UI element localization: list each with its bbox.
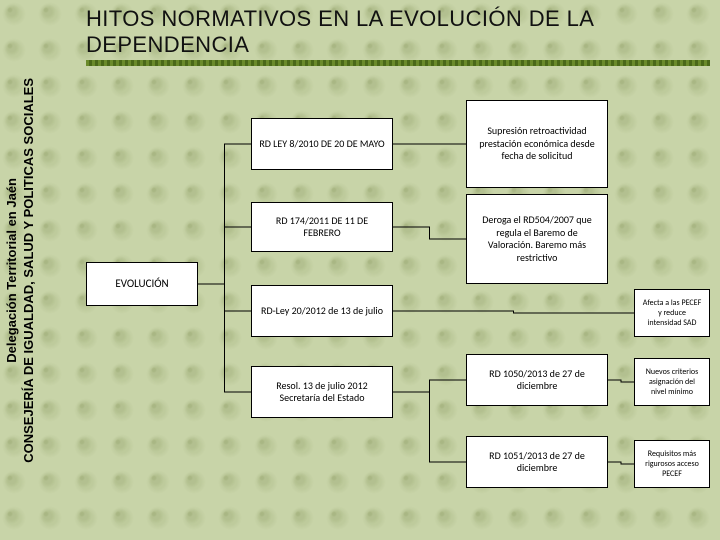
sidebar-org-label: CONSEJERÍA DE IGUALDAD, SALUD Y POLITICA… [21, 78, 36, 463]
sidebar-vertical-band: CONSEJERÍA DE IGUALDAD, SALUD Y POLITICA… [0, 0, 42, 540]
sidebar-sub-label: Delegación Territorial en Jaén [4, 178, 19, 363]
flow-node-d2: Deroga el RD504/2007 que regula el Barem… [466, 194, 608, 284]
flow-node-n1: RD LEY 8/2010 DE 20 DE MAYO [251, 118, 393, 170]
flow-node-e3b: Requisitos más rigurosos acceso PECEF [634, 440, 710, 488]
flow-edge-n3-e3 [393, 311, 634, 313]
flow-node-n4: Resol. 13 de julio 2012 Secretaría del E… [251, 366, 393, 418]
flowchart-edges [86, 100, 710, 530]
title-block: HITOS NORMATIVOS EN LA EVOLUCIÓN DE LA D… [86, 6, 710, 66]
flow-node-e3a: Nuevos criterios asignación del nivel mí… [634, 358, 710, 406]
flow-node-n2: RD 174/2011 DE 11 DE FEBRERO [251, 202, 393, 252]
flow-edge-d3b-e3b [608, 462, 634, 464]
flow-edge-root-n3 [198, 284, 251, 311]
flow-edge-root-n1 [198, 144, 251, 284]
flow-node-root: EVOLUCIÓN [86, 262, 198, 306]
flow-node-d3b: RD 1051/2013 de 27 de diciembre [466, 436, 608, 488]
flowchart-diagram: EVOLUCIÓN RD LEY 8/2010 DE 20 DE MAYO RD 1… [86, 100, 710, 530]
flow-edge-n4-d3a [393, 380, 466, 392]
flow-edge-n2-d2 [393, 227, 466, 239]
flow-edge-root-n2 [198, 227, 251, 284]
flow-node-n3: RD-Ley 20/2012 de 13 de julio [251, 285, 393, 337]
flow-node-e3: Afecta a las PECEF y reduce intensidad S… [634, 289, 710, 337]
page-title: HITOS NORMATIVOS EN LA EVOLUCIÓN DE LA D… [86, 6, 710, 58]
flow-node-d3a: RD 1050/2013 de 27 de diciembre [466, 354, 608, 406]
flow-edge-root-n4 [198, 284, 251, 392]
flow-edge-n4-d3b [393, 392, 466, 462]
title-underline [86, 60, 710, 66]
flow-edge-d3a-e3a [608, 380, 634, 382]
flow-node-d1: Supresión retroactividad prestación econ… [466, 100, 608, 188]
